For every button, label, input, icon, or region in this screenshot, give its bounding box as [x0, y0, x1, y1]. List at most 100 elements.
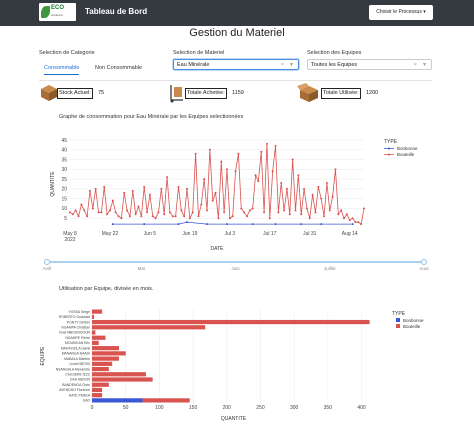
data-point [297, 174, 300, 177]
data-point [186, 221, 189, 224]
tab-non-consommable[interactable]: Non Consommable [95, 65, 143, 71]
data-point [237, 152, 240, 155]
x-tick-label: Jul 3 [225, 231, 236, 237]
legend-title: TYPE [392, 311, 406, 317]
data-point [188, 217, 191, 220]
x-tick-label: Aug 14 [342, 231, 358, 237]
y-tick-label: 25 [61, 177, 67, 183]
clear-icon[interactable]: × [413, 62, 417, 68]
data-point [154, 217, 157, 220]
data-point [277, 211, 280, 214]
data-point [303, 187, 306, 190]
bar [92, 330, 96, 335]
totale-achetee-label: Totale Achetée: [185, 88, 227, 99]
bar [92, 382, 109, 387]
bar [92, 340, 99, 346]
chevron-down-icon[interactable]: ▼ [289, 62, 294, 68]
leaf-icon [41, 6, 50, 18]
materiel-dropdown[interactable]: Eau Minérale × ▼ [173, 59, 299, 70]
data-point [354, 221, 357, 224]
data-point [151, 215, 154, 218]
data-point [77, 215, 80, 218]
data-point [163, 213, 166, 216]
y-tick-label: 20 [61, 187, 67, 193]
data-point [311, 193, 314, 196]
y-tick-label: PONTY Dimbiri [67, 320, 90, 324]
x-tick-label: May 8 2022 [63, 231, 77, 243]
data-point [228, 217, 231, 220]
logo-text: ECO [51, 5, 65, 11]
y-tick-label: NGAMPA Christian [61, 325, 90, 329]
data-point [305, 207, 308, 210]
data-point [97, 211, 100, 214]
bar [92, 351, 126, 356]
data-point [351, 217, 354, 220]
data-point [323, 215, 326, 218]
legend-label: Bouteille [403, 324, 421, 329]
data-point [280, 182, 283, 185]
data-point [140, 215, 143, 218]
x-tick-label: 250 [256, 405, 265, 411]
y-tick-label: Lionel MESSI [69, 362, 90, 366]
data-point [171, 215, 174, 218]
y-tick-label: AVENGHO Florence [59, 388, 90, 392]
data-point [274, 144, 277, 147]
y-tick-label: DAU ABDON [70, 378, 91, 382]
data-point [248, 209, 251, 212]
x-tick-label: Jun 19 [182, 231, 197, 237]
data-point [325, 182, 328, 185]
y-tick-label: CIGGIERE IEZZ [65, 372, 90, 376]
y-tick-label: MANANGA NAADI [62, 352, 90, 356]
data-point [274, 223, 277, 226]
totale-utilisee-label: Totale Utilisée: [321, 88, 361, 99]
brand-title[interactable]: Tableau de Bord [85, 7, 148, 16]
chevron-down-icon[interactable]: ▼ [422, 62, 427, 68]
data-point [308, 217, 311, 220]
month-range-slider[interactable]: Avril Mai Juin Juillet Aout [0, 257, 474, 273]
bar [92, 393, 103, 398]
data-point [120, 217, 123, 220]
y-tick-label: 45 [61, 138, 67, 144]
data-point [254, 174, 257, 177]
data-point [88, 189, 91, 192]
data-point [223, 211, 226, 214]
consumption-line-chart[interactable]: 5 10 15 20 25 30 35 40 45 May 8 2022 May 22 Jun 5 Jun… [0, 120, 474, 260]
y-tick-label: NGAMPE Pierre [65, 336, 90, 340]
clear-icon[interactable]: × [280, 62, 284, 68]
data-point [214, 191, 217, 194]
slider-label: Mai [138, 266, 145, 271]
data-point [206, 209, 209, 212]
data-point [217, 217, 220, 220]
slider-handle-start [44, 259, 50, 265]
data-point [345, 213, 348, 216]
data-point [83, 209, 86, 212]
data-point [180, 209, 183, 212]
usage-bar-chart[interactable]: 0 50 100 150 200 250 300 350 400 YOSSA SergeROBER… [0, 292, 474, 435]
data-point [245, 215, 248, 218]
x-tick-label: 100 [155, 405, 164, 411]
data-point [91, 207, 94, 210]
slider-label: Aout [419, 266, 429, 271]
hand-truck-icon [170, 85, 183, 103]
data-point [203, 178, 206, 181]
data-point [80, 203, 83, 206]
legend-marker [388, 153, 390, 156]
data-point [69, 211, 71, 214]
x-tick-label: 0 [91, 405, 94, 411]
data-point [168, 211, 171, 214]
tab-consommable[interactable]: Consommable [44, 65, 80, 75]
data-point [197, 215, 200, 218]
legend-label: Bonbonne [403, 318, 424, 323]
open-box-icon [297, 83, 318, 102]
totale-achetee-value: 1159 [232, 90, 244, 96]
data-point [291, 158, 294, 161]
data-point [351, 223, 354, 226]
bar [92, 398, 143, 403]
plot-area [70, 140, 364, 228]
data-point [294, 209, 297, 212]
data-point [288, 213, 291, 216]
y-tick-label: 10 [61, 206, 67, 212]
y-tick-label: 35 [61, 157, 67, 163]
process-select-button[interactable]: Choisir le Processus ▾ [369, 5, 433, 20]
equipes-dropdown[interactable]: Toutes les Equipes × ▼ [307, 59, 432, 70]
